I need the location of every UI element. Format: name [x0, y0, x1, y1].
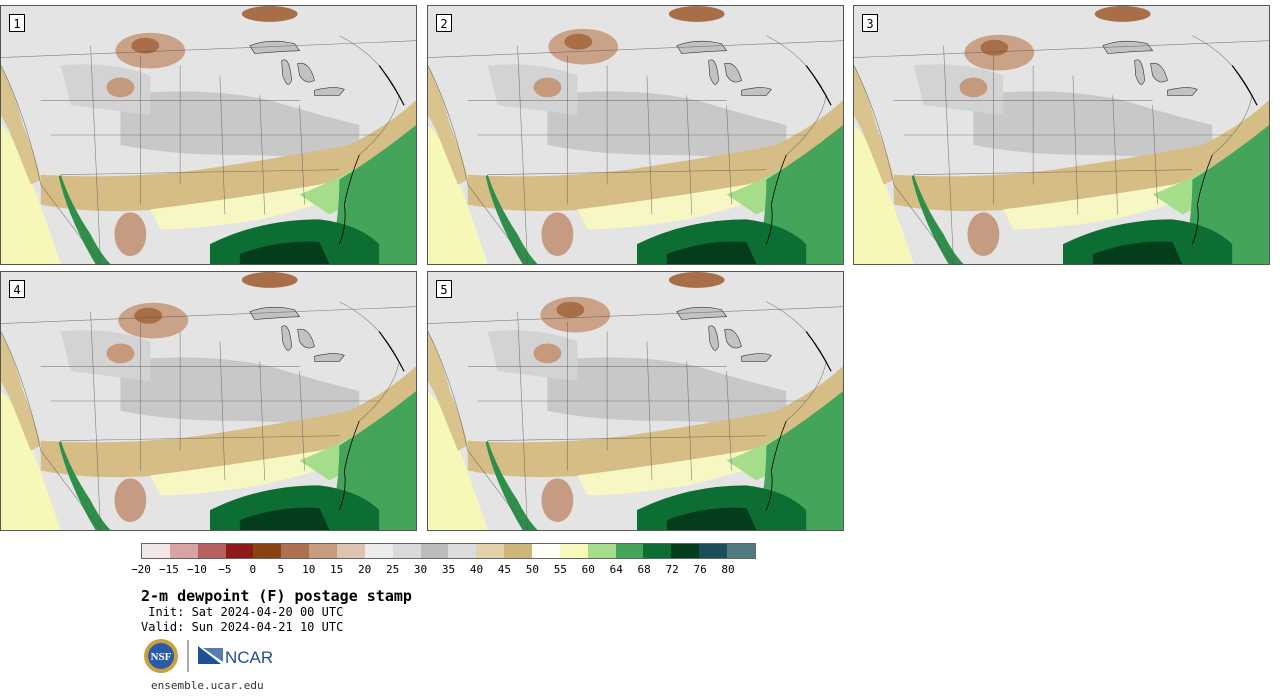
- dewpoint-colorbar: [141, 543, 756, 559]
- colorbar-tick-label: 68: [637, 563, 651, 576]
- panel-number: 5: [436, 280, 452, 298]
- logos: NSF NCAR: [143, 638, 283, 674]
- colorbar-swatch: [364, 544, 393, 558]
- colorbar-tick-label: 25: [385, 563, 400, 576]
- colorbar-tick-label: −5: [218, 563, 232, 576]
- colorbar-swatch: [142, 544, 170, 558]
- stamp-panel-2: 2: [427, 5, 844, 265]
- colorbar-swatch: [615, 544, 644, 558]
- dewpoint-map: [854, 6, 1269, 264]
- stamp-panel-4: 4: [0, 271, 417, 531]
- colorbar-tick-label: −20: [131, 563, 151, 576]
- dewpoint-map: [1, 272, 416, 530]
- colorbar-tick-label: 80: [721, 563, 735, 576]
- colorbar-tick-label: 50: [525, 563, 539, 576]
- colorbar-swatch: [448, 544, 477, 558]
- colorbar-tick-label: 20: [358, 563, 372, 576]
- colorbar-tick-label: 30: [413, 563, 428, 576]
- colorbar-tick-label: 60: [581, 563, 595, 576]
- colorbar-swatch: [671, 544, 700, 558]
- panel-number: 4: [9, 280, 25, 298]
- dewpoint-map: [428, 6, 843, 264]
- colorbar-tick-label: 72: [665, 563, 679, 576]
- panel-number: 1: [9, 14, 25, 32]
- colorbar-swatch: [197, 544, 226, 558]
- colorbar-tick-labels: −20 −15 −10 −5 0 5 10 15 20 25 30 35 40 45 50 55 60 64 68 7…: [131, 563, 756, 577]
- nsf-logo-text: NSF: [151, 651, 172, 663]
- colorbar-swatch: [309, 544, 338, 558]
- colorbar-swatch: [643, 544, 672, 558]
- stamp-panel-1: 1: [0, 5, 417, 265]
- ncar-logo-text: NCAR: [225, 648, 273, 667]
- colorbar-swatch: [476, 544, 505, 558]
- stamp-panel-5: 5: [427, 271, 844, 531]
- panel-number: 2: [436, 14, 452, 32]
- stamp-panel-3: 3: [853, 5, 1270, 265]
- colorbar-swatch: [337, 544, 365, 558]
- colorbar-tick-label: 40: [469, 563, 484, 576]
- colorbar-swatch: [727, 544, 755, 558]
- colorbar-tick-label: 35: [441, 563, 456, 576]
- ncar-logo-icon: NCAR: [198, 646, 273, 667]
- colorbar-swatch: [532, 544, 560, 558]
- colorbar-tick-label: 55: [553, 563, 567, 576]
- colorbar-tick-label: 5: [277, 563, 285, 576]
- dewpoint-map: [1, 6, 416, 264]
- colorbar-swatch: [587, 544, 616, 558]
- colorbar-swatch: [420, 544, 449, 558]
- colorbar-tick-label: 76: [693, 563, 707, 576]
- chart-title: 2-m dewpoint (F) postage stamp: [141, 587, 412, 605]
- colorbar-swatch: [392, 544, 421, 558]
- colorbar-swatch: [169, 544, 198, 558]
- colorbar-swatch: [225, 544, 254, 558]
- colorbar-swatch: [559, 544, 588, 558]
- colorbar-tick-label: −10: [186, 563, 207, 576]
- colorbar-swatch: [253, 544, 282, 558]
- panel-number: 3: [862, 14, 878, 32]
- nsf-logo-icon: NSF: [144, 639, 178, 673]
- colorbar-tick-label: 45: [497, 563, 512, 576]
- site-url[interactable]: ensemble.ucar.edu: [151, 679, 264, 692]
- dewpoint-map: [428, 272, 843, 530]
- colorbar-tick-label: 10: [302, 563, 316, 576]
- valid-time: Valid: Sun 2024-04-21 10 UTC: [141, 620, 344, 634]
- colorbar-tick-label: 64: [609, 563, 623, 576]
- init-time: Init: Sat 2024-04-20 00 UTC: [141, 605, 344, 619]
- colorbar-tick-label: 0: [249, 563, 257, 576]
- colorbar-swatch: [504, 544, 533, 558]
- colorbar-swatch: [281, 544, 310, 558]
- colorbar-tick-label: −15: [159, 563, 179, 576]
- colorbar-swatch: [699, 544, 728, 558]
- colorbar-tick-label: 15: [330, 563, 344, 576]
